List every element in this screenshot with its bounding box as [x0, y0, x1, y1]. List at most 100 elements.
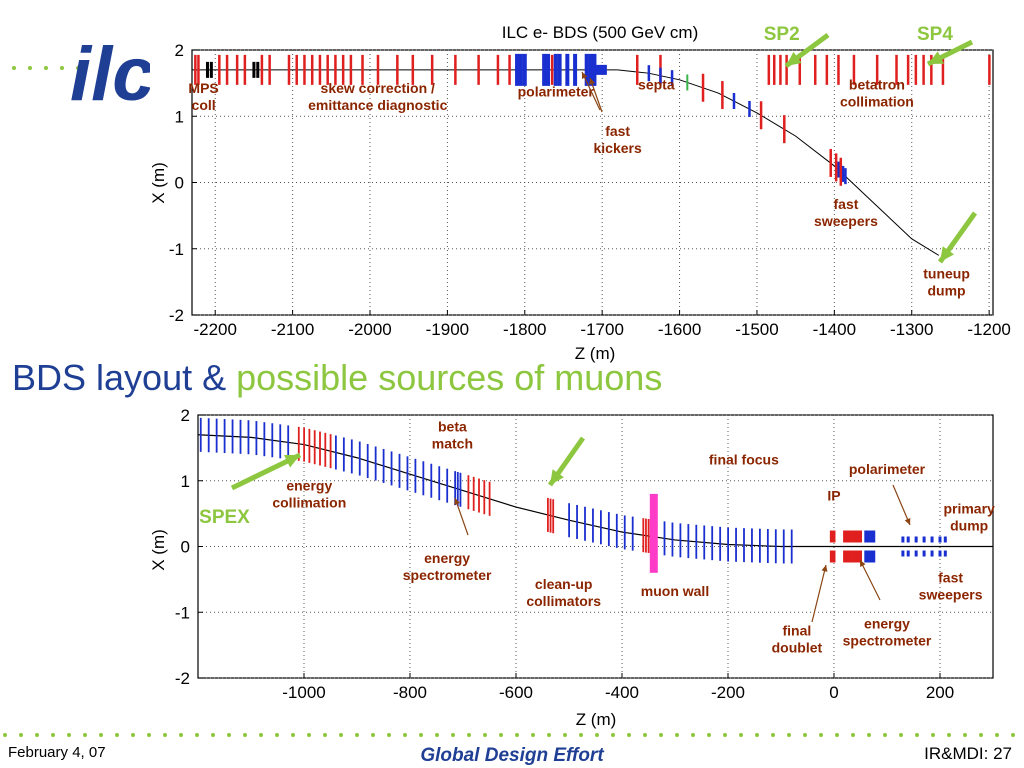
footer-dot	[451, 733, 455, 737]
ip-magnet-red	[859, 530, 862, 543]
footer-dot	[515, 733, 519, 737]
arrow-fast-kickers-head	[589, 78, 595, 85]
ip-magnet-blue	[930, 536, 934, 543]
footer-dot	[835, 733, 839, 737]
magnet-blue	[584, 53, 589, 86]
magnet-red	[922, 54, 925, 85]
title-main: BDS layout &	[12, 357, 237, 398]
footer-dot	[179, 733, 183, 737]
footer-dot	[643, 733, 647, 737]
magnet-blue	[215, 418, 218, 453]
y-tick-label: 1	[181, 472, 190, 491]
footer-dot	[483, 733, 487, 737]
footer-dot	[579, 733, 583, 737]
magnet-red	[454, 54, 457, 85]
x-tick-label: -2200	[193, 320, 236, 339]
ip-magnet-blue	[864, 550, 868, 563]
magnet-red	[287, 54, 291, 85]
magnet-red	[701, 73, 705, 102]
label-tuneup-dump-line2: dump	[928, 283, 966, 299]
magnet-blue	[584, 506, 586, 541]
magnet-red	[303, 427, 305, 462]
x-tick-label: -2000	[348, 320, 391, 339]
magnet-red	[318, 54, 322, 85]
bottom-x-axis-label: Z (m)	[576, 710, 617, 729]
magnet-blue	[446, 468, 449, 503]
footer-dot	[371, 733, 375, 737]
y-tick-label: 2	[181, 406, 190, 425]
green-arrow-sp2-head	[786, 51, 802, 66]
magnet-blue	[522, 53, 527, 86]
label-mps-coll-line1: MPS	[188, 80, 218, 96]
magnet-blue	[366, 444, 369, 479]
magnet-red	[798, 54, 802, 85]
label-fast-sweepers-line2: sweepers	[919, 587, 983, 603]
footer-dot	[163, 733, 167, 737]
magnet-red	[645, 518, 647, 553]
x-tick-label: -800	[393, 683, 427, 702]
x-tick-label: -1900	[426, 320, 469, 339]
magnet-blue	[406, 456, 409, 491]
magnet-blue	[647, 65, 651, 82]
label-final-doublet-line1: final	[783, 622, 812, 638]
ip-magnet-blue	[866, 550, 870, 563]
arrow-final-doublet-head	[821, 565, 828, 572]
ip-magnet-red	[845, 550, 849, 563]
ip-magnet-blue	[922, 536, 926, 543]
ip-magnet-red	[848, 550, 852, 563]
footer-dot	[67, 733, 71, 737]
magnet-red	[341, 54, 345, 85]
magnet-red	[308, 428, 311, 463]
ip-magnet-red	[843, 530, 847, 543]
magnet-blue	[837, 161, 840, 178]
muon-wall	[649, 493, 658, 573]
label-tuneup-dump-line1: tuneup	[923, 266, 970, 282]
magnet-red	[310, 54, 314, 85]
magnet-red	[783, 115, 786, 144]
magnet-red	[772, 54, 776, 85]
magnet-blue	[782, 529, 785, 564]
magnet-blue	[727, 527, 729, 562]
green-arrow-sp4-head	[928, 51, 944, 64]
label-energy-spectrometer-line2: spectrometer	[843, 633, 932, 649]
footer-dots	[3, 733, 1015, 737]
footer-dot	[227, 733, 231, 737]
magnet-red	[814, 54, 817, 85]
magnet-black	[256, 61, 260, 78]
ip-magnet-red	[851, 550, 855, 563]
magnet-blue	[711, 526, 714, 561]
arrow-polarimeter-shaft	[892, 484, 911, 526]
ip-magnet-red	[859, 550, 862, 563]
footer-dot	[259, 733, 263, 737]
magnet-red	[779, 54, 782, 85]
label-fast-sweepers-line1: fast	[938, 570, 963, 586]
chart-top: -2200 -2100 -2000 -1900 -1800 -1700 -1600 -1500…	[149, 23, 1011, 363]
arrow-energy-spectrometer-shaft	[454, 497, 469, 536]
label-fast-sweepers-line2: sweepers	[814, 213, 878, 229]
label-sp2: SP2	[764, 24, 800, 45]
magnet-blue	[231, 419, 234, 454]
magnet-red	[642, 518, 645, 553]
magnet-red	[914, 54, 918, 85]
x-tick-label: -1400	[813, 320, 856, 339]
footer-dot	[739, 733, 743, 737]
magnet-blue	[568, 503, 570, 538]
footer-dot	[419, 733, 423, 737]
footer-dot	[211, 733, 215, 737]
magnet-blue	[565, 53, 570, 86]
label-skew-correction-emittance-diagnostic-line1: skew correction /	[321, 80, 435, 96]
magnet-blue	[774, 529, 777, 564]
y-tick-label: 0	[175, 174, 184, 193]
magnet-blue	[615, 513, 618, 548]
magnet-blue	[546, 53, 550, 86]
magnet-red	[930, 54, 933, 85]
magnet-blue	[358, 441, 361, 476]
magnet-blue	[342, 437, 345, 472]
magnet-red	[225, 54, 229, 85]
magnet-red	[839, 157, 843, 186]
ip-magnet-blue	[914, 550, 918, 557]
x-tick-label: -1800	[503, 320, 546, 339]
footer-dot	[803, 733, 807, 737]
arrow-ip-spectrometer-shaft	[859, 559, 881, 601]
magnet-blue	[287, 425, 290, 460]
